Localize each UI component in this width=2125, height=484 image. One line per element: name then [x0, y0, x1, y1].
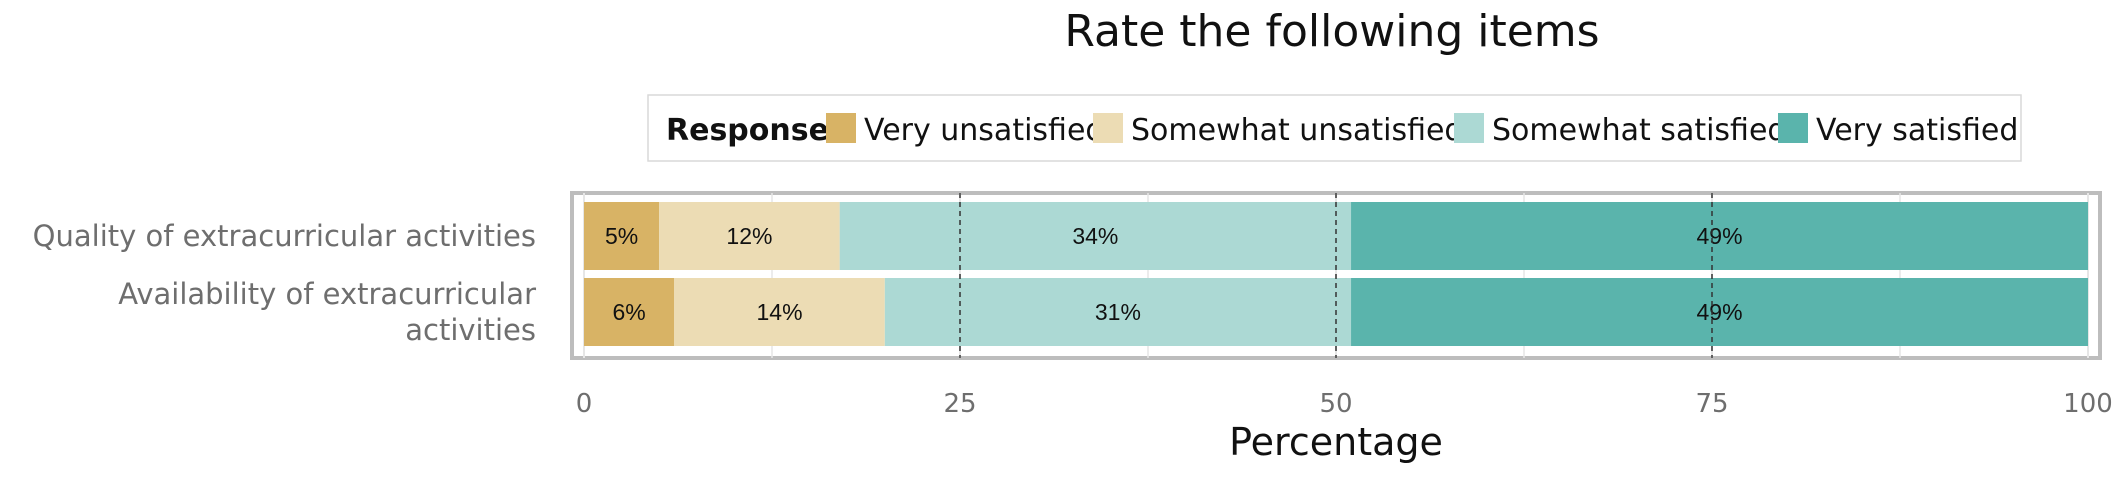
category-label: Availability of extracurricular activitie… [118, 277, 536, 347]
bar-segment [884, 278, 1352, 346]
legend-label: Somewhat satisfied [1492, 113, 1786, 148]
bar-segment [584, 202, 660, 270]
category-axis: Quality of extracurricular activities Ava… [33, 219, 536, 347]
legend-title: Response [666, 113, 829, 148]
bar-segment [659, 202, 840, 270]
legend-swatch [1778, 113, 1808, 143]
x-tick-label: 75 [1695, 389, 1728, 419]
legend-swatch [826, 113, 856, 143]
data-label: 34% [1072, 223, 1118, 249]
bar-segment [584, 278, 675, 346]
legend-swatch [1454, 113, 1484, 143]
x-tick-label: 0 [576, 389, 593, 419]
bar-segment [1351, 278, 2088, 346]
data-label: 14% [756, 299, 802, 325]
data-label: 31% [1095, 299, 1141, 325]
x-tick-label: 50 [1319, 389, 1352, 419]
x-axis: 0 25 50 75 100 [576, 389, 2113, 419]
x-tick-label: 25 [943, 389, 976, 419]
chart-legend: Response Very unsatisfied Somewhat unsati… [647, 94, 2022, 162]
data-label: 12% [726, 223, 772, 249]
chart-title: Rate the following items [1064, 6, 1599, 57]
data-label: 49% [1696, 223, 1742, 249]
data-label: 49% [1696, 299, 1742, 325]
x-axis-label: Percentage [1229, 420, 1443, 464]
data-label: 5% [605, 223, 638, 249]
legend-label: Somewhat unsatisfied [1131, 113, 1463, 148]
x-tick-label: 100 [2063, 389, 2113, 419]
plot-area: 5% 12% 34% 49% 6% 14% 31% 49% [570, 191, 2102, 360]
legend-label: Very unsatisfied [864, 113, 1104, 148]
legend-swatch [1093, 113, 1123, 143]
bar-segment [1351, 202, 2088, 270]
category-label: Quality of extracurricular activities [33, 219, 536, 253]
bar-segment [674, 278, 885, 346]
bar-segment [839, 202, 1352, 270]
data-label: 6% [612, 299, 645, 325]
legend-label: Very satisfied [1816, 113, 2018, 148]
